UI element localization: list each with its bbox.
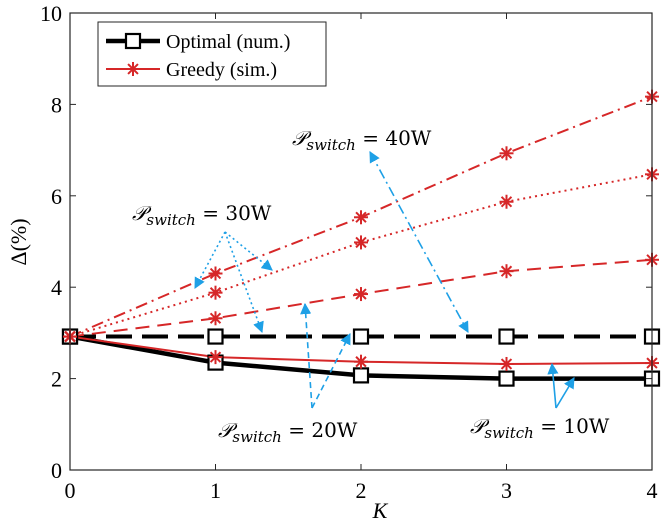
y-tick-label: 0 [51, 458, 62, 483]
x-tick-label: 3 [501, 478, 512, 503]
y-tick-label: 8 [51, 92, 62, 117]
data-point-asterisk [208, 285, 223, 300]
y-tick-label: 6 [51, 184, 62, 209]
data-point-square [352, 328, 370, 345]
data-point-asterisk [499, 356, 514, 371]
x-axis-label: K [372, 498, 389, 523]
legend-box [97, 21, 327, 87]
data-point-asterisk [208, 266, 223, 281]
x-tick-label: 4 [647, 478, 658, 503]
annotation-arrow [224, 231, 273, 271]
legend-marker-optimal [124, 32, 142, 50]
data-point-asterisk [499, 146, 514, 161]
annotation-arrow [555, 377, 575, 409]
annotation-arrows [194, 151, 575, 409]
data-point-square [207, 328, 224, 345]
data-point-square [352, 367, 370, 384]
x-tick-label: 0 [65, 478, 76, 503]
data-point-square [498, 370, 515, 387]
data-point-asterisk [354, 354, 368, 369]
legend-star-icon [126, 62, 140, 76]
data-point-asterisk [499, 194, 514, 209]
data-point-asterisk [354, 235, 368, 250]
legend-label-optimal: Optimal (num.) [166, 31, 290, 53]
y-tick-label: 2 [51, 367, 62, 392]
data-point-asterisk [499, 264, 514, 279]
data-point-asterisk [354, 287, 368, 302]
y-tick-label: 4 [51, 275, 62, 300]
data-point-asterisk [208, 350, 223, 365]
annotation-arrow [311, 333, 351, 409]
y-tick-label: 10 [40, 1, 62, 26]
y-axis-label: Δ(%) [6, 218, 31, 265]
annotation-arrow [194, 231, 226, 289]
annotation-arrow [369, 151, 469, 333]
data-point-asterisk [354, 210, 368, 225]
legend: Optimal (num.) Greedy (sim.) [97, 21, 327, 87]
data-point-asterisk [208, 311, 223, 326]
data-point-square [498, 328, 515, 345]
tick-layer: 0 1 2 3 4 0 2 4 6 8 10 [40, 1, 658, 503]
annotation-arrow [300, 302, 313, 409]
x-tick-label: 2 [356, 478, 367, 503]
x-tick-label: 1 [210, 478, 221, 503]
legend-marker-greedy [126, 62, 140, 76]
legend-label-greedy: Greedy (sim.) [166, 59, 277, 81]
annotation-arrow [547, 362, 559, 409]
annotation-40w: 𝒫switch = 40W [292, 126, 432, 154]
